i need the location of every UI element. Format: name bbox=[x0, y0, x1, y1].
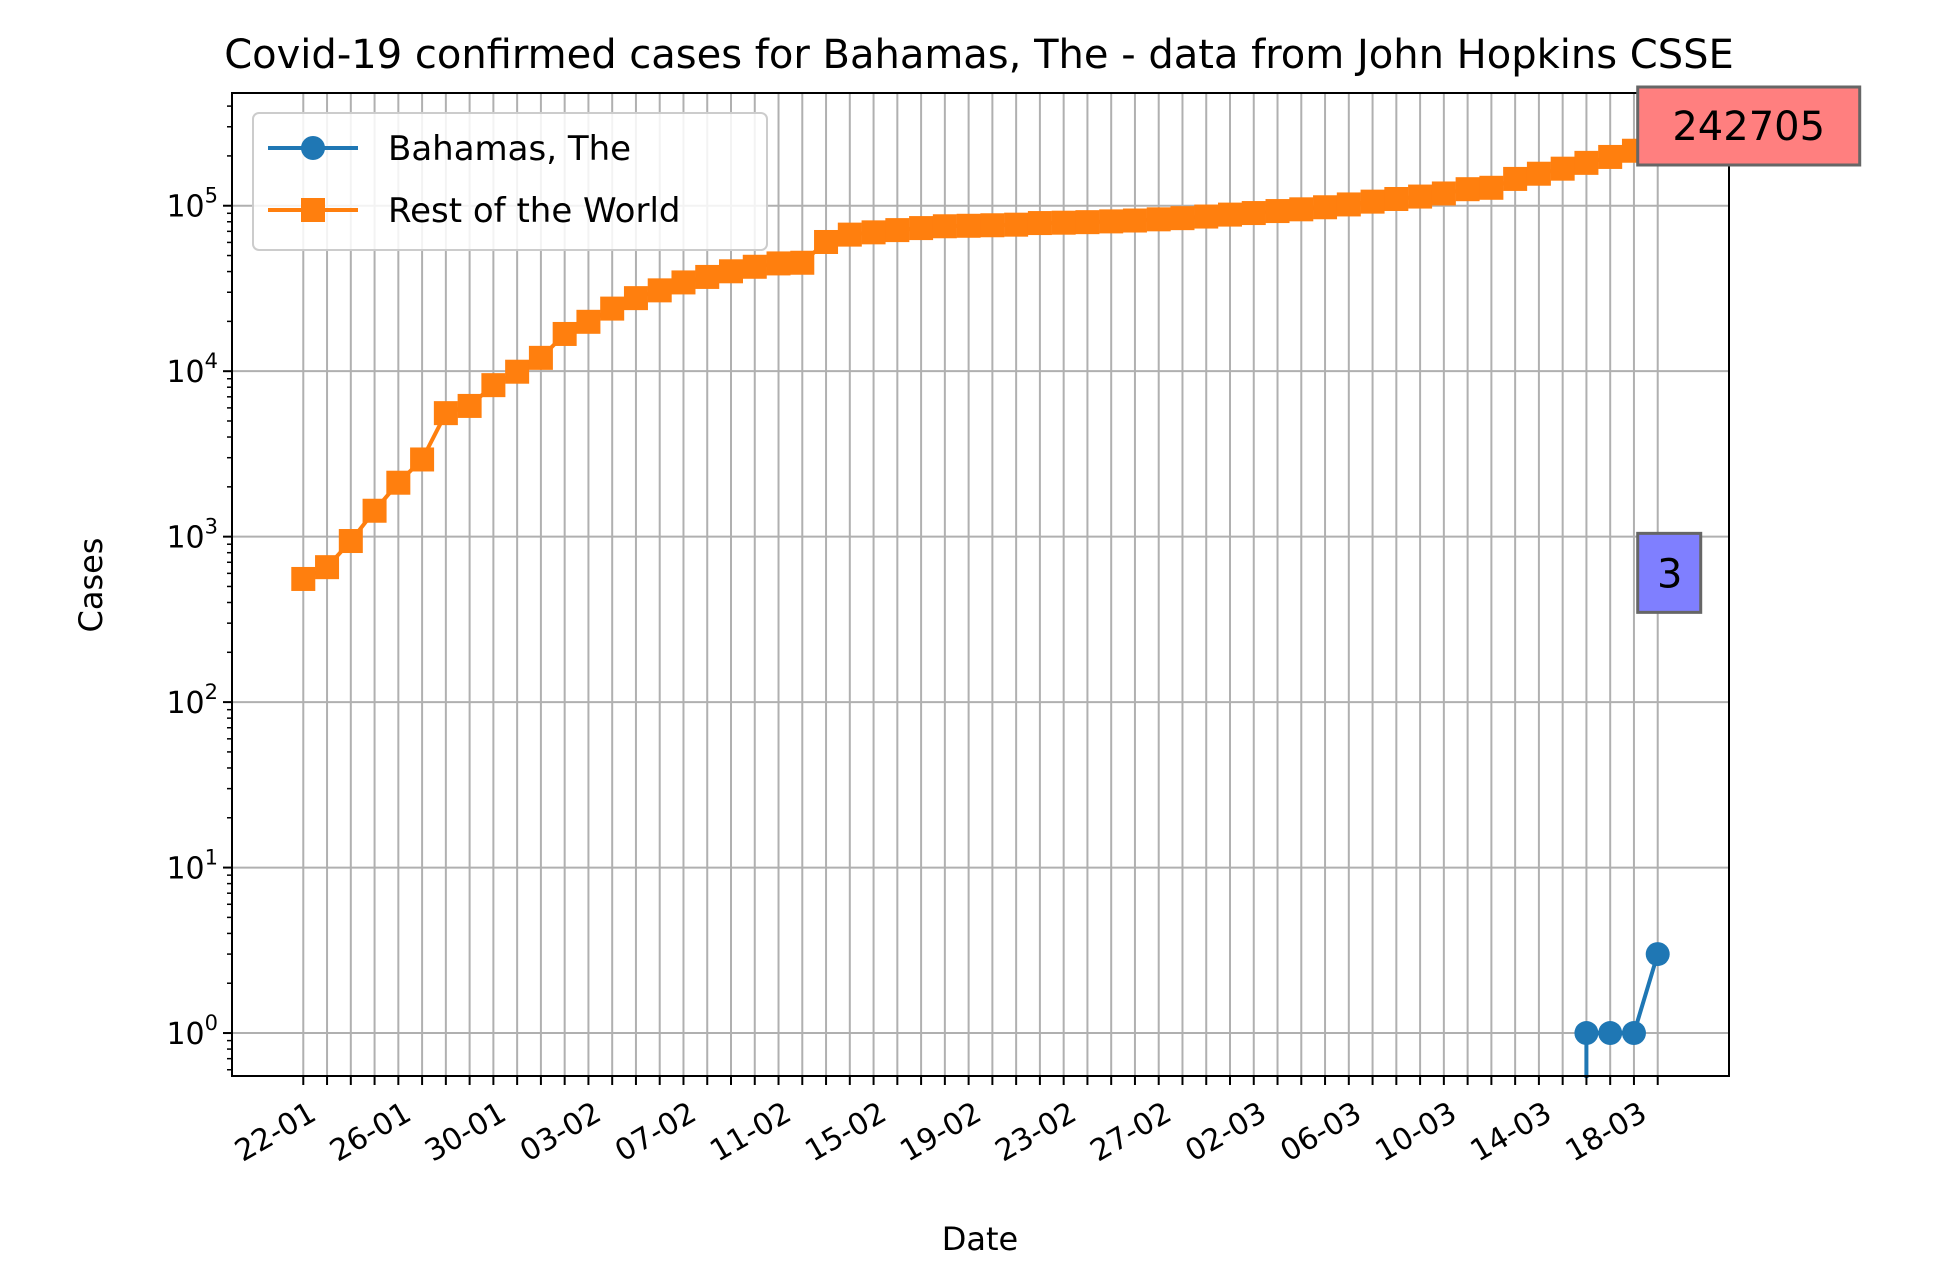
chart-title: Covid-19 confirmed cases for Bahamas, Th… bbox=[224, 32, 1734, 78]
data-point-rest-of-world bbox=[505, 359, 530, 384]
series-layer bbox=[291, 130, 1670, 1078]
data-point-rest-of-world bbox=[410, 447, 435, 472]
legend-marker-bahamas bbox=[301, 136, 325, 160]
legend-marker-rest-of-world bbox=[301, 198, 325, 222]
data-point-rest-of-world bbox=[600, 296, 625, 321]
data-point-rest-of-world bbox=[1526, 161, 1551, 186]
data-point-rest-of-world bbox=[1027, 211, 1052, 236]
data-point-rest-of-world bbox=[1479, 175, 1504, 200]
data-point-rest-of-world bbox=[291, 566, 316, 591]
data-point-rest-of-world bbox=[1313, 195, 1338, 220]
data-point-rest-of-world bbox=[1360, 189, 1385, 214]
data-point-rest-of-world bbox=[790, 250, 815, 275]
data-point-rest-of-world bbox=[885, 218, 910, 243]
data-point-rest-of-world bbox=[909, 216, 934, 241]
data-point-rest-of-world bbox=[814, 229, 839, 254]
legend-label-bahamas: Bahamas, The bbox=[388, 129, 631, 169]
annotation-label-rest-of-world: 242705 bbox=[1672, 104, 1825, 150]
data-point-rest-of-world bbox=[1051, 210, 1076, 235]
data-point-rest-of-world bbox=[623, 286, 648, 311]
x-axis-title: Date bbox=[942, 1220, 1018, 1258]
data-point-bahamas bbox=[1598, 1021, 1623, 1046]
data-point-rest-of-world bbox=[1289, 197, 1314, 222]
y-tick-label: 105 bbox=[166, 184, 218, 225]
data-point-rest-of-world bbox=[980, 213, 1005, 238]
data-point-rest-of-world bbox=[1170, 206, 1195, 231]
annotations: 242705 3 bbox=[1636, 85, 1862, 614]
data-point-rest-of-world bbox=[956, 213, 981, 238]
data-point-rest-of-world bbox=[1408, 184, 1433, 209]
y-tick-label: 103 bbox=[166, 515, 218, 556]
data-point-rest-of-world bbox=[647, 278, 672, 303]
data-point-rest-of-world bbox=[552, 321, 577, 346]
data-point-rest-of-world bbox=[1146, 207, 1171, 232]
annotation-box-rest-of-world bbox=[1636, 85, 1862, 167]
data-point-rest-of-world bbox=[766, 251, 791, 276]
legend-box bbox=[252, 112, 768, 251]
data-point-rest-of-world bbox=[1122, 208, 1147, 233]
data-point-rest-of-world bbox=[861, 220, 886, 245]
y-tick-label: 101 bbox=[166, 846, 218, 887]
data-point-bahamas bbox=[1621, 1021, 1646, 1046]
data-point-rest-of-world bbox=[1384, 186, 1409, 211]
data-point-rest-of-world bbox=[315, 555, 340, 580]
data-point-rest-of-world bbox=[932, 214, 957, 239]
data-point-rest-of-world bbox=[1431, 181, 1456, 206]
data-point-bahamas bbox=[1645, 942, 1670, 967]
data-point-rest-of-world bbox=[528, 345, 553, 370]
data-point-rest-of-world bbox=[671, 270, 696, 295]
data-point-bahamas bbox=[1574, 1021, 1599, 1046]
data-point-rest-of-world bbox=[719, 259, 743, 284]
data-point-rest-of-world bbox=[1336, 192, 1361, 217]
y-axis-ticks: 100 101 102 103 104 105 bbox=[166, 105, 232, 1071]
data-point-rest-of-world bbox=[1241, 201, 1266, 226]
annotation-box-bahamas bbox=[1636, 531, 1703, 614]
plot-area bbox=[232, 93, 1729, 1076]
data-point-rest-of-world bbox=[1194, 204, 1219, 229]
y-axis-title: Cases bbox=[72, 538, 110, 633]
data-point-rest-of-world bbox=[362, 498, 387, 523]
data-point-rest-of-world bbox=[1265, 199, 1290, 224]
data-point-rest-of-world bbox=[1099, 209, 1124, 234]
y-tick-label: 102 bbox=[166, 680, 218, 721]
data-point-rest-of-world bbox=[481, 373, 506, 398]
data-point-rest-of-world bbox=[1075, 210, 1100, 235]
data-point-rest-of-world bbox=[742, 254, 767, 279]
data-point-rest-of-world bbox=[457, 393, 482, 418]
legend-label-rest-of-world: Rest of the World bbox=[388, 191, 681, 231]
data-point-rest-of-world bbox=[1598, 144, 1623, 169]
data-point-rest-of-world bbox=[1218, 202, 1242, 227]
data-point-rest-of-world bbox=[576, 309, 601, 334]
data-point-rest-of-world bbox=[386, 470, 411, 495]
data-point-rest-of-world bbox=[1455, 177, 1480, 202]
y-tick-label: 104 bbox=[166, 349, 218, 390]
data-point-rest-of-world bbox=[1503, 166, 1528, 191]
data-point-rest-of-world bbox=[1004, 212, 1029, 237]
annotation-label-bahamas: 3 bbox=[1657, 551, 1682, 597]
data-point-rest-of-world bbox=[1574, 150, 1599, 175]
plot-frame bbox=[231, 92, 1730, 1077]
data-point-rest-of-world bbox=[1550, 156, 1575, 181]
legend: Bahamas, The Rest of the World bbox=[252, 112, 768, 251]
data-point-rest-of-world bbox=[695, 264, 720, 289]
y-tick-label: 100 bbox=[166, 1011, 218, 1052]
data-point-rest-of-world bbox=[433, 401, 458, 426]
data-point-rest-of-world bbox=[837, 222, 862, 247]
data-point-rest-of-world bbox=[338, 529, 363, 554]
